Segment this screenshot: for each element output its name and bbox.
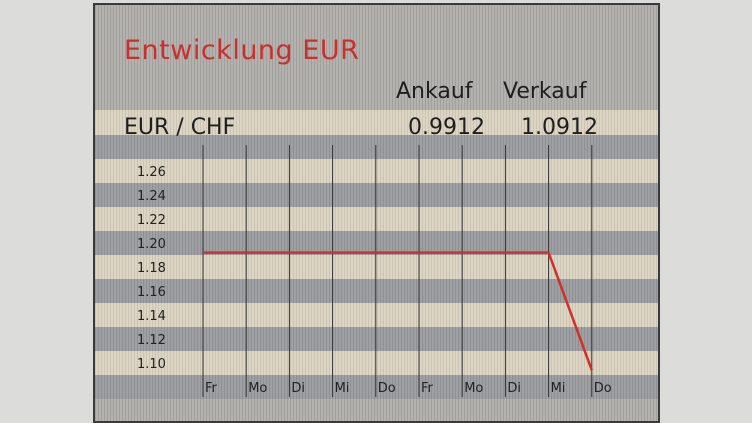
y-tick-label: 1.26 <box>137 165 166 180</box>
grid-band <box>95 135 658 159</box>
y-tick-label: 1.24 <box>137 189 166 204</box>
grid-band <box>95 159 658 183</box>
x-axis-band <box>95 375 658 397</box>
page-title: Entwicklung EUR <box>124 35 360 66</box>
x-tick-label: Di <box>507 381 521 396</box>
grid-band <box>95 207 658 231</box>
x-tick-label: Di <box>291 381 305 396</box>
x-tick-label: Mi <box>335 381 350 396</box>
x-tick-label: Do <box>594 381 612 396</box>
sell-rate: 1.0912 <box>521 115 598 140</box>
y-tick-label: 1.14 <box>137 309 166 324</box>
buy-rate: 0.9912 <box>408 115 485 140</box>
y-tick-label: 1.10 <box>137 357 166 372</box>
y-tick-label: 1.20 <box>137 237 166 252</box>
x-tick-label: Mo <box>248 381 267 396</box>
grid-band <box>95 303 658 327</box>
y-tick-label: 1.22 <box>137 213 166 228</box>
y-tick-label: 1.12 <box>137 333 166 348</box>
y-tick-label: 1.16 <box>137 285 166 300</box>
grid-band <box>95 183 658 207</box>
y-tick-label: 1.18 <box>137 261 166 276</box>
col-header-buy: Ankauf <box>396 79 473 104</box>
col-header-sell: Verkauf <box>503 79 587 104</box>
x-tick-label: Do <box>378 381 396 396</box>
series-line <box>203 251 593 371</box>
x-tick-label: Mo <box>464 381 483 396</box>
grid-band <box>95 279 658 303</box>
x-tick-label: Mi <box>551 381 566 396</box>
x-tick-label: Fr <box>421 381 434 396</box>
display-screen: Entwicklung EUR Ankauf Verkauf EUR / CHF… <box>93 3 660 423</box>
grid-band <box>95 351 658 375</box>
x-tick-label: Fr <box>205 381 218 396</box>
grid-band <box>95 231 658 255</box>
rate-chart: Fr Mo Di Mi Do Fr Mo Di Mi Do 1.10 1.12 1.14 1.16 1.18… <box>137 145 612 397</box>
grid-band <box>95 255 658 279</box>
currency-pair: EUR / CHF <box>124 115 236 140</box>
grid-band <box>95 327 658 351</box>
